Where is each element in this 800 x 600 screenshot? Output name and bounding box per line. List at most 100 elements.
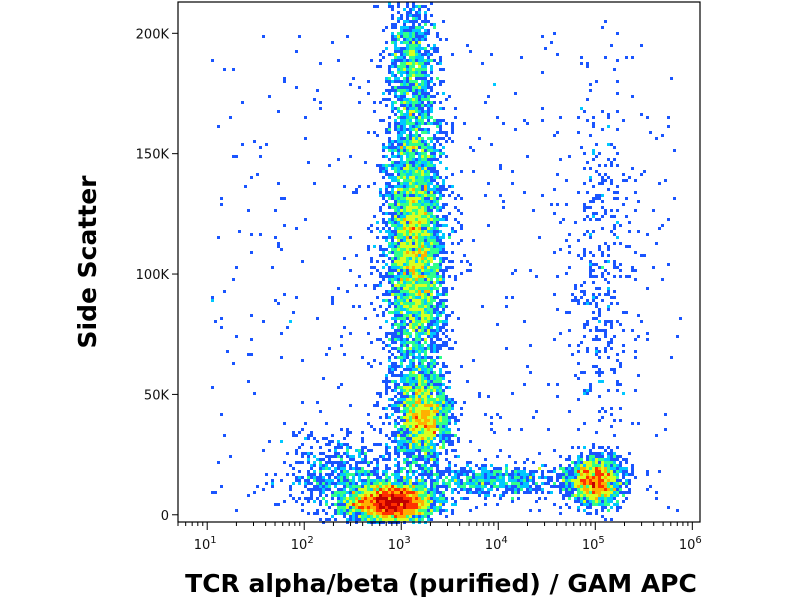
density-cell	[475, 473, 478, 476]
density-cell	[421, 308, 424, 311]
density-cell	[397, 497, 400, 500]
density-cell	[577, 494, 580, 497]
density-cell	[325, 461, 328, 464]
density-cell	[574, 461, 577, 464]
density-cell	[412, 188, 415, 191]
density-cell	[400, 227, 403, 230]
density-cell	[409, 443, 412, 446]
density-cell	[397, 188, 400, 191]
density-cell	[436, 326, 439, 329]
density-cell	[589, 272, 592, 275]
density-cell	[601, 497, 604, 500]
density-cell	[514, 482, 517, 485]
density-cell	[418, 170, 421, 173]
density-cell	[472, 239, 475, 242]
density-cell	[427, 494, 430, 497]
density-cell	[316, 476, 319, 479]
density-cell	[352, 305, 355, 308]
density-cell	[580, 146, 583, 149]
density-cell	[487, 476, 490, 479]
density-cell	[394, 476, 397, 479]
density-cell	[418, 329, 421, 332]
density-cell	[598, 371, 601, 374]
density-cell	[418, 320, 421, 323]
density-cell	[430, 236, 433, 239]
density-cell	[598, 503, 601, 506]
density-cell	[421, 146, 424, 149]
density-cell	[604, 476, 607, 479]
density-cell	[502, 476, 505, 479]
density-cell	[559, 506, 562, 509]
density-cell	[427, 317, 430, 320]
density-cell	[565, 476, 568, 479]
density-cell	[418, 365, 421, 368]
density-cell	[406, 173, 409, 176]
density-cell	[607, 248, 610, 251]
density-cell	[391, 38, 394, 41]
density-cell	[433, 266, 436, 269]
density-cell	[448, 443, 451, 446]
density-cell	[379, 206, 382, 209]
density-cell	[352, 509, 355, 512]
density-cell	[604, 212, 607, 215]
density-cell	[427, 116, 430, 119]
density-cell	[412, 470, 415, 473]
density-cell	[406, 161, 409, 164]
density-cell	[610, 320, 613, 323]
density-cell	[406, 230, 409, 233]
density-cell	[379, 518, 382, 521]
density-cell	[406, 470, 409, 473]
density-cell	[439, 56, 442, 59]
density-cell	[661, 134, 664, 137]
density-cell	[592, 482, 595, 485]
density-cell	[589, 179, 592, 182]
density-cell	[595, 194, 598, 197]
density-cell	[394, 212, 397, 215]
density-cell	[397, 269, 400, 272]
density-cell	[412, 101, 415, 104]
density-cell	[646, 470, 649, 473]
density-cell	[391, 287, 394, 290]
density-cell	[421, 416, 424, 419]
density-cell	[517, 497, 520, 500]
density-cell	[403, 218, 406, 221]
density-cell	[430, 104, 433, 107]
density-cell	[589, 503, 592, 506]
density-cell	[400, 170, 403, 173]
density-cell	[595, 455, 598, 458]
density-cell	[394, 317, 397, 320]
density-cell	[445, 293, 448, 296]
density-cell	[274, 236, 277, 239]
density-cell	[430, 395, 433, 398]
density-cell	[415, 326, 418, 329]
density-cell	[598, 380, 601, 383]
density-cell	[409, 437, 412, 440]
density-cell	[625, 56, 628, 59]
density-cell	[280, 197, 283, 200]
density-cell	[565, 239, 568, 242]
density-cell	[388, 503, 391, 506]
density-cell	[412, 182, 415, 185]
density-cell	[487, 491, 490, 494]
density-cell	[433, 350, 436, 353]
density-cell	[403, 71, 406, 74]
density-cell	[424, 95, 427, 98]
density-cell	[409, 32, 412, 35]
density-cell	[424, 320, 427, 323]
density-cell	[313, 512, 316, 515]
density-cell	[583, 464, 586, 467]
density-cell	[301, 476, 304, 479]
density-cell	[397, 323, 400, 326]
density-cell	[586, 503, 589, 506]
density-cell	[610, 506, 613, 509]
density-cell	[400, 59, 403, 62]
density-cell	[385, 224, 388, 227]
density-cell	[397, 440, 400, 443]
density-cell	[547, 476, 550, 479]
density-cell	[610, 347, 613, 350]
density-cell	[403, 128, 406, 131]
density-cell	[616, 221, 619, 224]
density-cell	[589, 488, 592, 491]
density-cell	[421, 74, 424, 77]
density-cell	[430, 359, 433, 362]
